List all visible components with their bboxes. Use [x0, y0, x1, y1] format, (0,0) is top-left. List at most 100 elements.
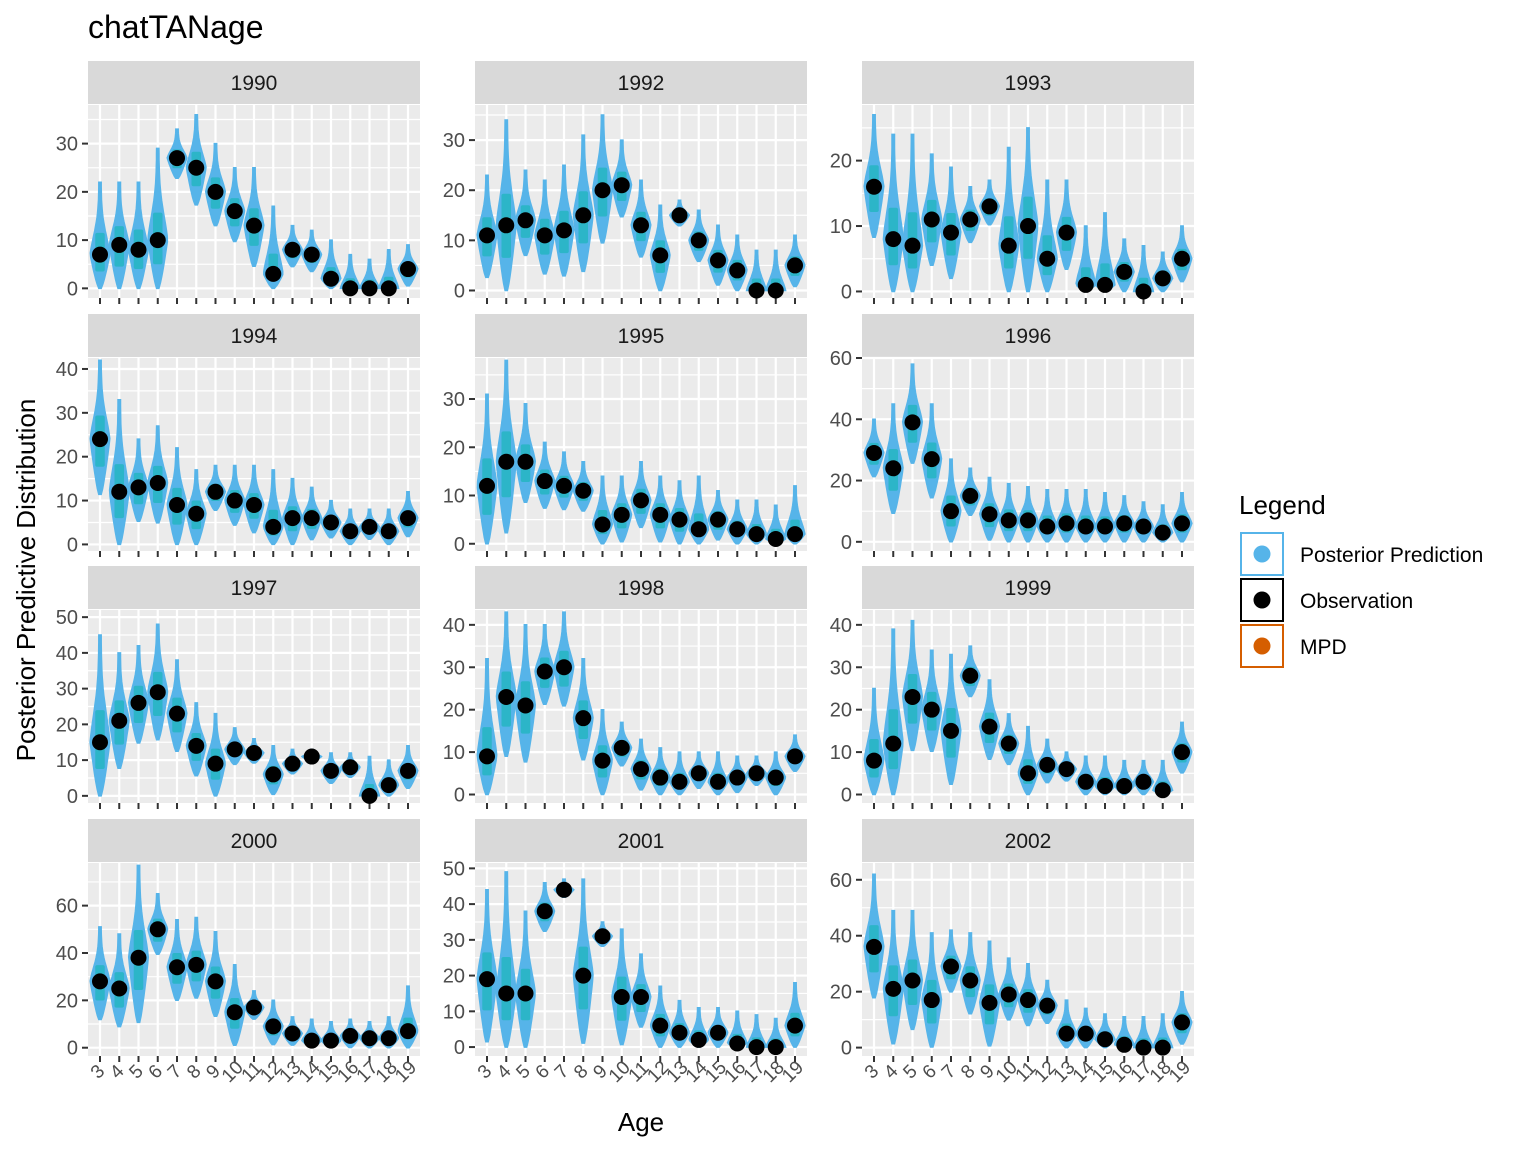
x-tick-label: 7	[551, 1061, 573, 1083]
y-tick-label: 20	[830, 151, 852, 173]
observation-point-1992-13	[671, 207, 688, 224]
observation-point-1994-11	[246, 496, 262, 513]
observation-point-1992-7	[556, 222, 572, 239]
observation-point-1997-4	[111, 712, 128, 729]
observation-point-1997-10	[226, 741, 243, 758]
observation-point-1994-15	[323, 514, 339, 531]
observation-point-1996-12	[1039, 518, 1056, 535]
observation-point-2001-12	[652, 1017, 669, 1034]
observation-point-1998-7	[556, 659, 572, 676]
facet-panel-1993: 1993 0 10 20	[830, 61, 1194, 304]
observation-point-1995-4	[498, 453, 515, 470]
observation-point-1996-10	[1000, 512, 1017, 529]
observation-point-1994-19	[400, 510, 416, 527]
observation-point-2002-6	[923, 992, 940, 1009]
y-tick-label: 0	[841, 281, 852, 303]
violin-1990-16	[339, 253, 362, 290]
observation-point-1992-3	[479, 227, 495, 244]
observation-point-1999-8	[962, 667, 979, 684]
observation-point-1993-14	[1077, 276, 1094, 293]
observation-point-1992-11	[633, 217, 649, 234]
observation-point-1998-6	[536, 663, 553, 680]
observation-point-1993-7	[943, 224, 959, 241]
violin-1993-15	[1094, 212, 1116, 293]
observation-point-1999-11	[1020, 765, 1036, 782]
observation-point-2002-18	[1154, 1039, 1171, 1056]
facet-strip-label: 2001	[618, 830, 665, 853]
observation-point-2002-4	[885, 980, 902, 997]
observation-point-1996-4	[885, 460, 902, 477]
observation-point-2002-10	[1000, 986, 1017, 1003]
observation-point-1994-13	[284, 510, 301, 527]
observation-point-1996-11	[1020, 512, 1036, 529]
observation-point-1998-9	[594, 752, 611, 769]
observation-point-1996-9	[981, 506, 998, 523]
observation-point-1995-13	[671, 511, 688, 528]
observation-point-2000-13	[284, 1025, 301, 1042]
legend-key-box	[1240, 578, 1284, 622]
y-tick-label: 20	[56, 447, 78, 469]
observation-point-1994-3	[92, 431, 108, 448]
observation-point-1999-19	[1174, 744, 1190, 761]
y-tick-label: 20	[830, 471, 852, 493]
facet-strip	[88, 566, 420, 609]
legend-key-dot	[1253, 591, 1271, 609]
observation-point-2002-13	[1058, 1025, 1075, 1042]
y-tick-label: 0	[67, 534, 78, 556]
violin-2001-17	[745, 1014, 768, 1048]
legend-key-dot	[1253, 637, 1271, 655]
observation-point-2001-6	[536, 903, 553, 920]
observation-point-1996-14	[1077, 518, 1094, 535]
observation-point-1992-19	[787, 257, 803, 274]
y-tick-label: 10	[443, 486, 465, 508]
observation-point-1994-16	[342, 523, 359, 540]
observation-point-1999-15	[1097, 778, 1113, 795]
observation-point-1990-3	[92, 246, 108, 263]
x-tick-label: 6	[532, 1061, 554, 1083]
observation-point-1997-6	[149, 684, 166, 701]
observation-point-1990-19	[400, 261, 416, 278]
observation-point-1992-4	[498, 217, 515, 234]
observation-point-1996-7	[943, 503, 959, 520]
observation-point-1998-5	[517, 697, 534, 714]
observation-point-1994-7	[169, 496, 185, 513]
observation-point-1993-4	[885, 231, 902, 248]
facet-strip	[88, 819, 420, 862]
observation-point-1993-6	[923, 211, 940, 228]
y-tick-label: 0	[454, 1037, 465, 1059]
observation-point-2002-8	[962, 972, 979, 989]
observation-point-1998-18	[767, 769, 784, 786]
observation-point-1997-12	[265, 766, 282, 783]
observation-point-1997-8	[188, 737, 205, 754]
violin-1997-17	[358, 755, 381, 797]
observation-point-1995-19	[787, 526, 803, 543]
observation-point-1994-10	[226, 492, 243, 509]
y-tick-label: 60	[830, 348, 852, 370]
observation-point-2002-5	[904, 972, 921, 989]
observation-point-1993-19	[1174, 250, 1190, 267]
x-tick-label: 6	[919, 1061, 941, 1083]
y-tick-label: 0	[67, 786, 78, 808]
observation-point-2002-15	[1097, 1031, 1113, 1048]
facet-panels: 1990010203019920102030199301020199401020…	[56, 61, 1195, 1087]
x-tick-label: 3	[474, 1061, 496, 1083]
observation-point-1999-13	[1058, 761, 1075, 778]
observation-point-1992-10	[613, 177, 630, 194]
observation-point-1997-17	[361, 787, 378, 804]
observation-point-1994-4	[111, 483, 128, 500]
observation-point-1994-8	[188, 505, 205, 522]
observation-point-1994-9	[207, 483, 224, 500]
violin-2002-17	[1132, 1016, 1155, 1049]
violin-1993-14	[1075, 225, 1097, 293]
facet-strip	[475, 566, 807, 609]
y-tick-label: 40	[443, 615, 465, 637]
observation-point-2001-18	[767, 1039, 784, 1056]
violin-2001-18	[764, 1017, 787, 1048]
facet-panel-1997: 1997 0 10 20 30 40 50	[56, 566, 420, 809]
y-tick-label: 20	[443, 180, 465, 202]
observation-point-1999-3	[866, 752, 882, 769]
observation-point-1997-11	[246, 744, 262, 761]
facet-strip-label: 1998	[618, 577, 665, 600]
observation-point-1996-18	[1154, 524, 1171, 541]
